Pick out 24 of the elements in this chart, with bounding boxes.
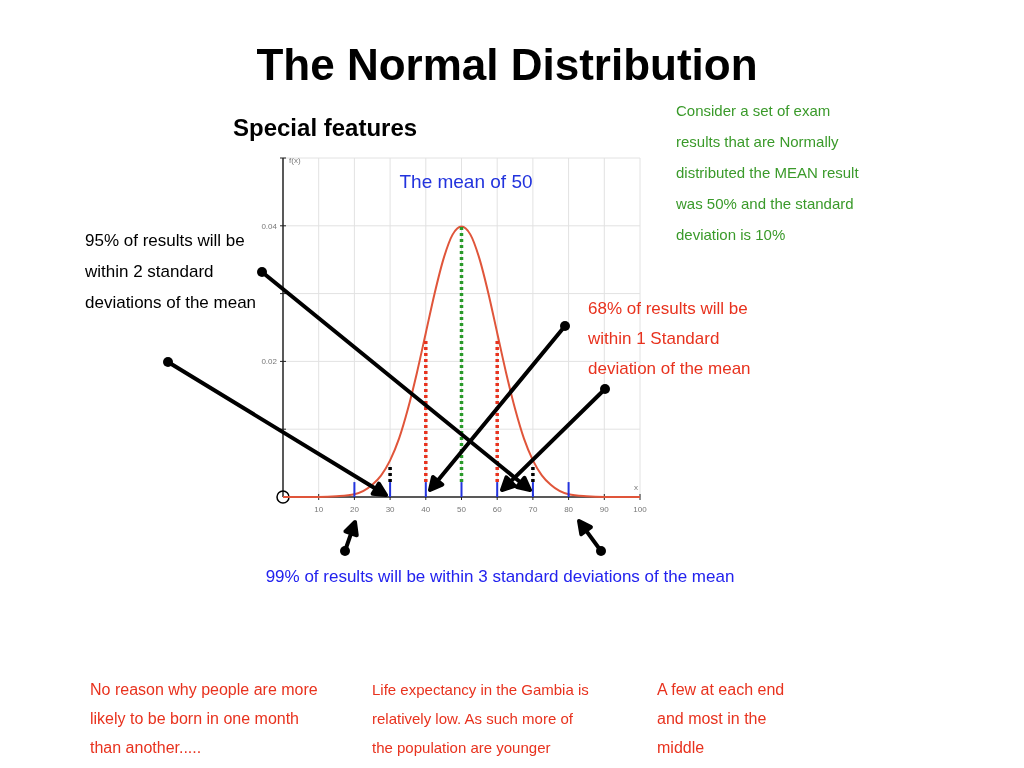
annotation: 68% of results will be within 1 Standard deviation of the mean [587, 299, 751, 378]
y-tick-label: 0.04 [261, 221, 278, 231]
y-tick-label: 0.02 [261, 357, 278, 367]
text: 99% of results will be within 3 standard deviations of the mean [265, 567, 735, 586]
text: No reason why people are more likely to be born in one month than another..... [90, 681, 318, 756]
x-tick-label: 90 [599, 505, 610, 514]
annotation: The mean of 50 [399, 171, 533, 192]
x-tick-label: 20 [349, 505, 360, 514]
text: Life expectancy in the Gambia is relatively low. As such more of the population are younger [372, 681, 589, 756]
text: A few at each end and most in the middle [657, 681, 785, 756]
x-tick-label: 70 [528, 505, 538, 514]
x-tick-label: 40 [421, 505, 431, 514]
x-tick-label: 10 [314, 505, 324, 514]
text: Consider a set of exam results that are Normally distributed the MEAN result was 50% and the standard deviation is 10% [675, 102, 860, 243]
chart-subtitle: Special features [233, 114, 418, 141]
x-axis-title: x [634, 483, 638, 492]
x-tick-label: 100 [633, 505, 648, 514]
x-tick-label: 30 [385, 505, 396, 514]
y-axis-title: f(x) [289, 156, 301, 165]
text: 95% of results will be within 2 standard deviations of the mean [84, 231, 257, 312]
x-tick-label: 60 [492, 505, 503, 514]
chart-title: The Normal Distribution [256, 40, 758, 89]
x-tick-label: 50 [457, 505, 467, 514]
x-tick-label: 80 [564, 505, 574, 514]
